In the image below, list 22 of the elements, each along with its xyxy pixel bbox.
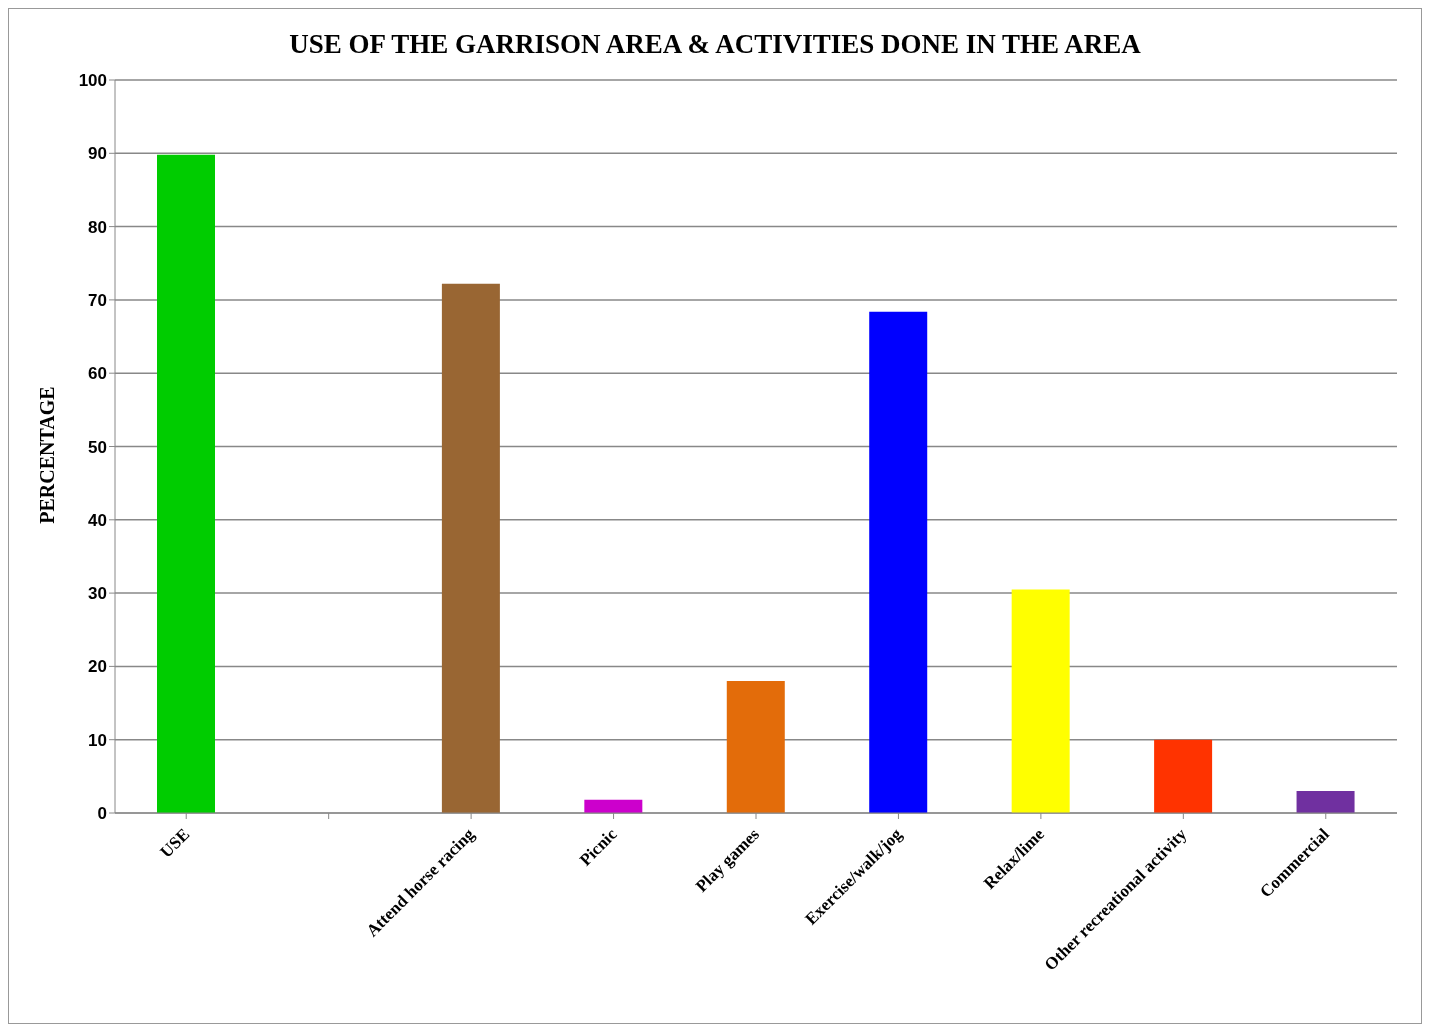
y-tick-label: 40 bbox=[88, 510, 107, 530]
bar bbox=[157, 154, 215, 813]
y-tick-label: 80 bbox=[88, 217, 107, 237]
bar bbox=[1296, 791, 1355, 813]
chart-title: USE OF THE GARRISON AREA & ACTIVITIES DONE IN THE AREA bbox=[288, 29, 1142, 60]
bar bbox=[441, 283, 500, 813]
y-tick-label: 60 bbox=[88, 364, 107, 384]
y-tick-label: 30 bbox=[88, 584, 107, 604]
x-tick-label: USE bbox=[156, 824, 194, 862]
bar bbox=[1011, 589, 1070, 813]
y-tick-label: 50 bbox=[88, 437, 107, 457]
y-axis-title: PERCENTAGE bbox=[35, 386, 59, 524]
bar bbox=[1154, 739, 1213, 813]
y-tick-label: 0 bbox=[97, 804, 107, 824]
y-tick-label: 100 bbox=[78, 71, 107, 91]
y-tick-label: 10 bbox=[88, 730, 107, 750]
y-tick-label: 70 bbox=[88, 290, 107, 310]
y-tick-label: 90 bbox=[88, 144, 107, 164]
bar bbox=[726, 681, 785, 813]
y-tick-label: 20 bbox=[88, 657, 107, 677]
bar bbox=[869, 311, 928, 813]
bar bbox=[584, 799, 643, 813]
